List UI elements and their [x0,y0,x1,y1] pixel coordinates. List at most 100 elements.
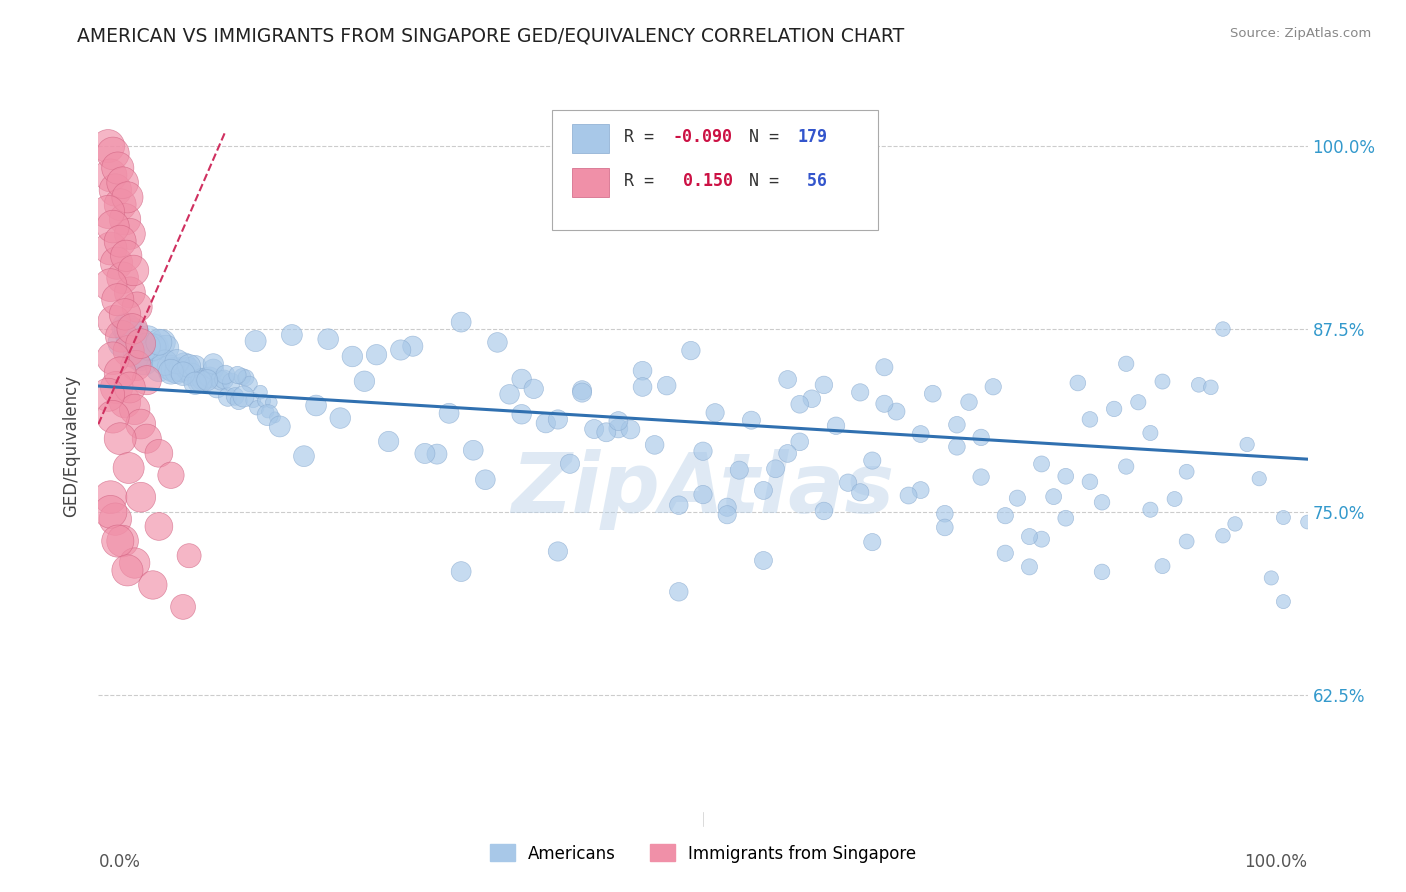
Point [118,227,141,241]
Point [1031,457,1053,471]
Point [118,461,141,475]
Point [316,332,339,346]
Point [1236,437,1258,451]
Point [177,362,200,376]
Point [523,382,546,396]
Point [127,348,149,362]
Point [108,432,131,446]
Point [571,385,593,400]
Point [607,414,630,428]
Point [631,380,654,394]
Point [1199,380,1222,394]
Point [873,397,896,411]
Point [231,369,253,384]
Point [264,410,287,425]
Text: 0.0%: 0.0% [98,853,141,871]
Point [107,161,129,175]
Point [765,462,787,476]
Point [1078,475,1101,489]
Point [114,212,136,227]
Point [994,508,1017,523]
Point [1272,594,1295,608]
Point [153,356,176,370]
Point [97,205,120,219]
Point [450,565,472,579]
Point [111,176,134,190]
Point [970,470,993,484]
Text: ZipAtlas: ZipAtlas [512,450,894,531]
Point [107,293,129,307]
Text: N =: N = [749,128,789,146]
Point [437,406,460,420]
Point [124,402,146,417]
Point [1054,469,1077,483]
Point [789,397,811,411]
Point [910,427,932,442]
Point [125,359,148,373]
Point [166,364,188,378]
Point [377,434,399,449]
Point [148,335,170,350]
Text: Source: ZipAtlas.com: Source: ZipAtlas.com [1230,27,1371,40]
Point [249,385,271,400]
Point [813,378,835,392]
Point [172,367,194,381]
Point [910,483,932,497]
Point [129,350,152,364]
Point [152,335,174,350]
Point [366,348,388,362]
Text: 179: 179 [797,128,827,146]
Point [389,343,412,357]
Point [860,453,883,467]
Point [129,417,152,431]
Point [752,483,775,498]
Point [101,219,124,234]
Point [946,440,969,454]
Point [860,535,883,549]
Point [728,463,751,477]
Point [101,351,124,366]
Point [716,500,738,515]
Point [269,419,291,434]
Text: -0.090: -0.090 [672,128,733,146]
Point [246,401,269,415]
Point [101,409,124,424]
Point [1212,322,1234,336]
Point [124,556,146,570]
Point [1067,376,1090,390]
Point [100,490,122,504]
Point [135,432,157,446]
Point [1249,472,1271,486]
Point [217,390,239,404]
Point [1175,465,1198,479]
Point [105,380,128,394]
Point [1007,491,1029,505]
Point [342,350,364,364]
Point [1152,375,1174,389]
Point [547,544,569,558]
Point [184,359,207,374]
Point [122,334,145,348]
Point [143,340,166,354]
Point [111,335,134,350]
Point [148,519,170,533]
Point [159,360,181,375]
Point [426,447,449,461]
Point [135,340,157,354]
Point [1091,565,1114,579]
Point [190,375,212,389]
Point [129,490,152,504]
Text: 0.150: 0.150 [672,172,733,190]
Point [800,392,823,406]
Point [198,370,221,384]
Point [498,387,520,401]
Legend: Americans, Immigrants from Singapore: Americans, Immigrants from Singapore [484,838,922,869]
Point [104,183,127,197]
Point [934,507,956,521]
Point [160,468,183,483]
Point [1223,516,1246,531]
Point [353,374,375,388]
Y-axis label: GED/Equivalency: GED/Equivalency [62,375,80,517]
Point [450,315,472,329]
Point [253,393,276,408]
